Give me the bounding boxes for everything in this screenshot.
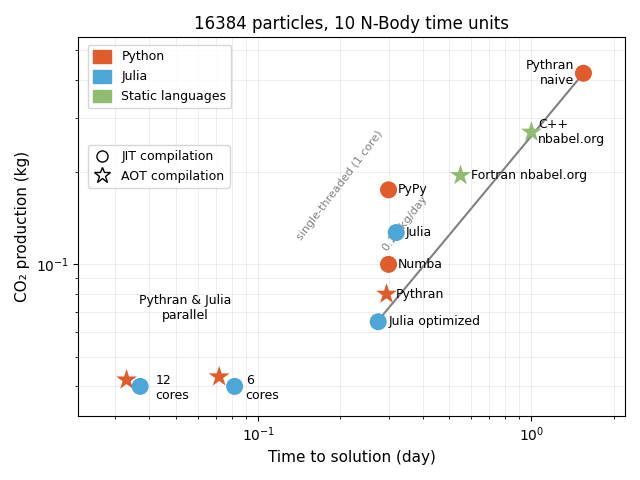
Text: single-threaded (1 core): single-threaded (1 core) — [294, 129, 385, 242]
Point — [135, 383, 145, 390]
Legend: JIT compilation, AOT compilation: JIT compilation, AOT compilation — [88, 145, 230, 188]
Y-axis label: CO₂ production (kg): CO₂ production (kg) — [15, 151, 30, 302]
Text: Pythran: Pythran — [396, 288, 445, 300]
Title: 16384 particles, 10 N-Body time units: 16384 particles, 10 N-Body time units — [194, 15, 509, 33]
Text: Pythran & Julia
parallel: Pythran & Julia parallel — [139, 294, 231, 322]
Text: Julia optimized: Julia optimized — [388, 315, 481, 328]
Text: Julia: Julia — [405, 226, 431, 239]
Text: C++
nbabel.org: C++ nbabel.org — [538, 118, 605, 146]
Point — [579, 70, 589, 77]
Text: Pythran
naive: Pythran naive — [525, 59, 574, 87]
Text: 0.28 kg/day: 0.28 kg/day — [381, 194, 429, 253]
Point — [383, 261, 394, 268]
Point — [230, 383, 240, 390]
Point — [214, 373, 224, 381]
Point — [381, 290, 392, 298]
Text: 12
cores: 12 cores — [156, 374, 189, 402]
Text: Fortran nbabel.org: Fortran nbabel.org — [471, 169, 587, 182]
Text: 6
cores: 6 cores — [246, 374, 280, 402]
Point — [391, 228, 401, 236]
Point — [455, 171, 465, 179]
Text: PyPy: PyPy — [398, 183, 428, 196]
Text: Numba: Numba — [398, 258, 443, 271]
X-axis label: Time to solution (day): Time to solution (day) — [268, 450, 436, 465]
Point — [373, 318, 383, 325]
Point — [122, 376, 132, 384]
Point — [526, 128, 536, 136]
Point — [383, 186, 394, 194]
